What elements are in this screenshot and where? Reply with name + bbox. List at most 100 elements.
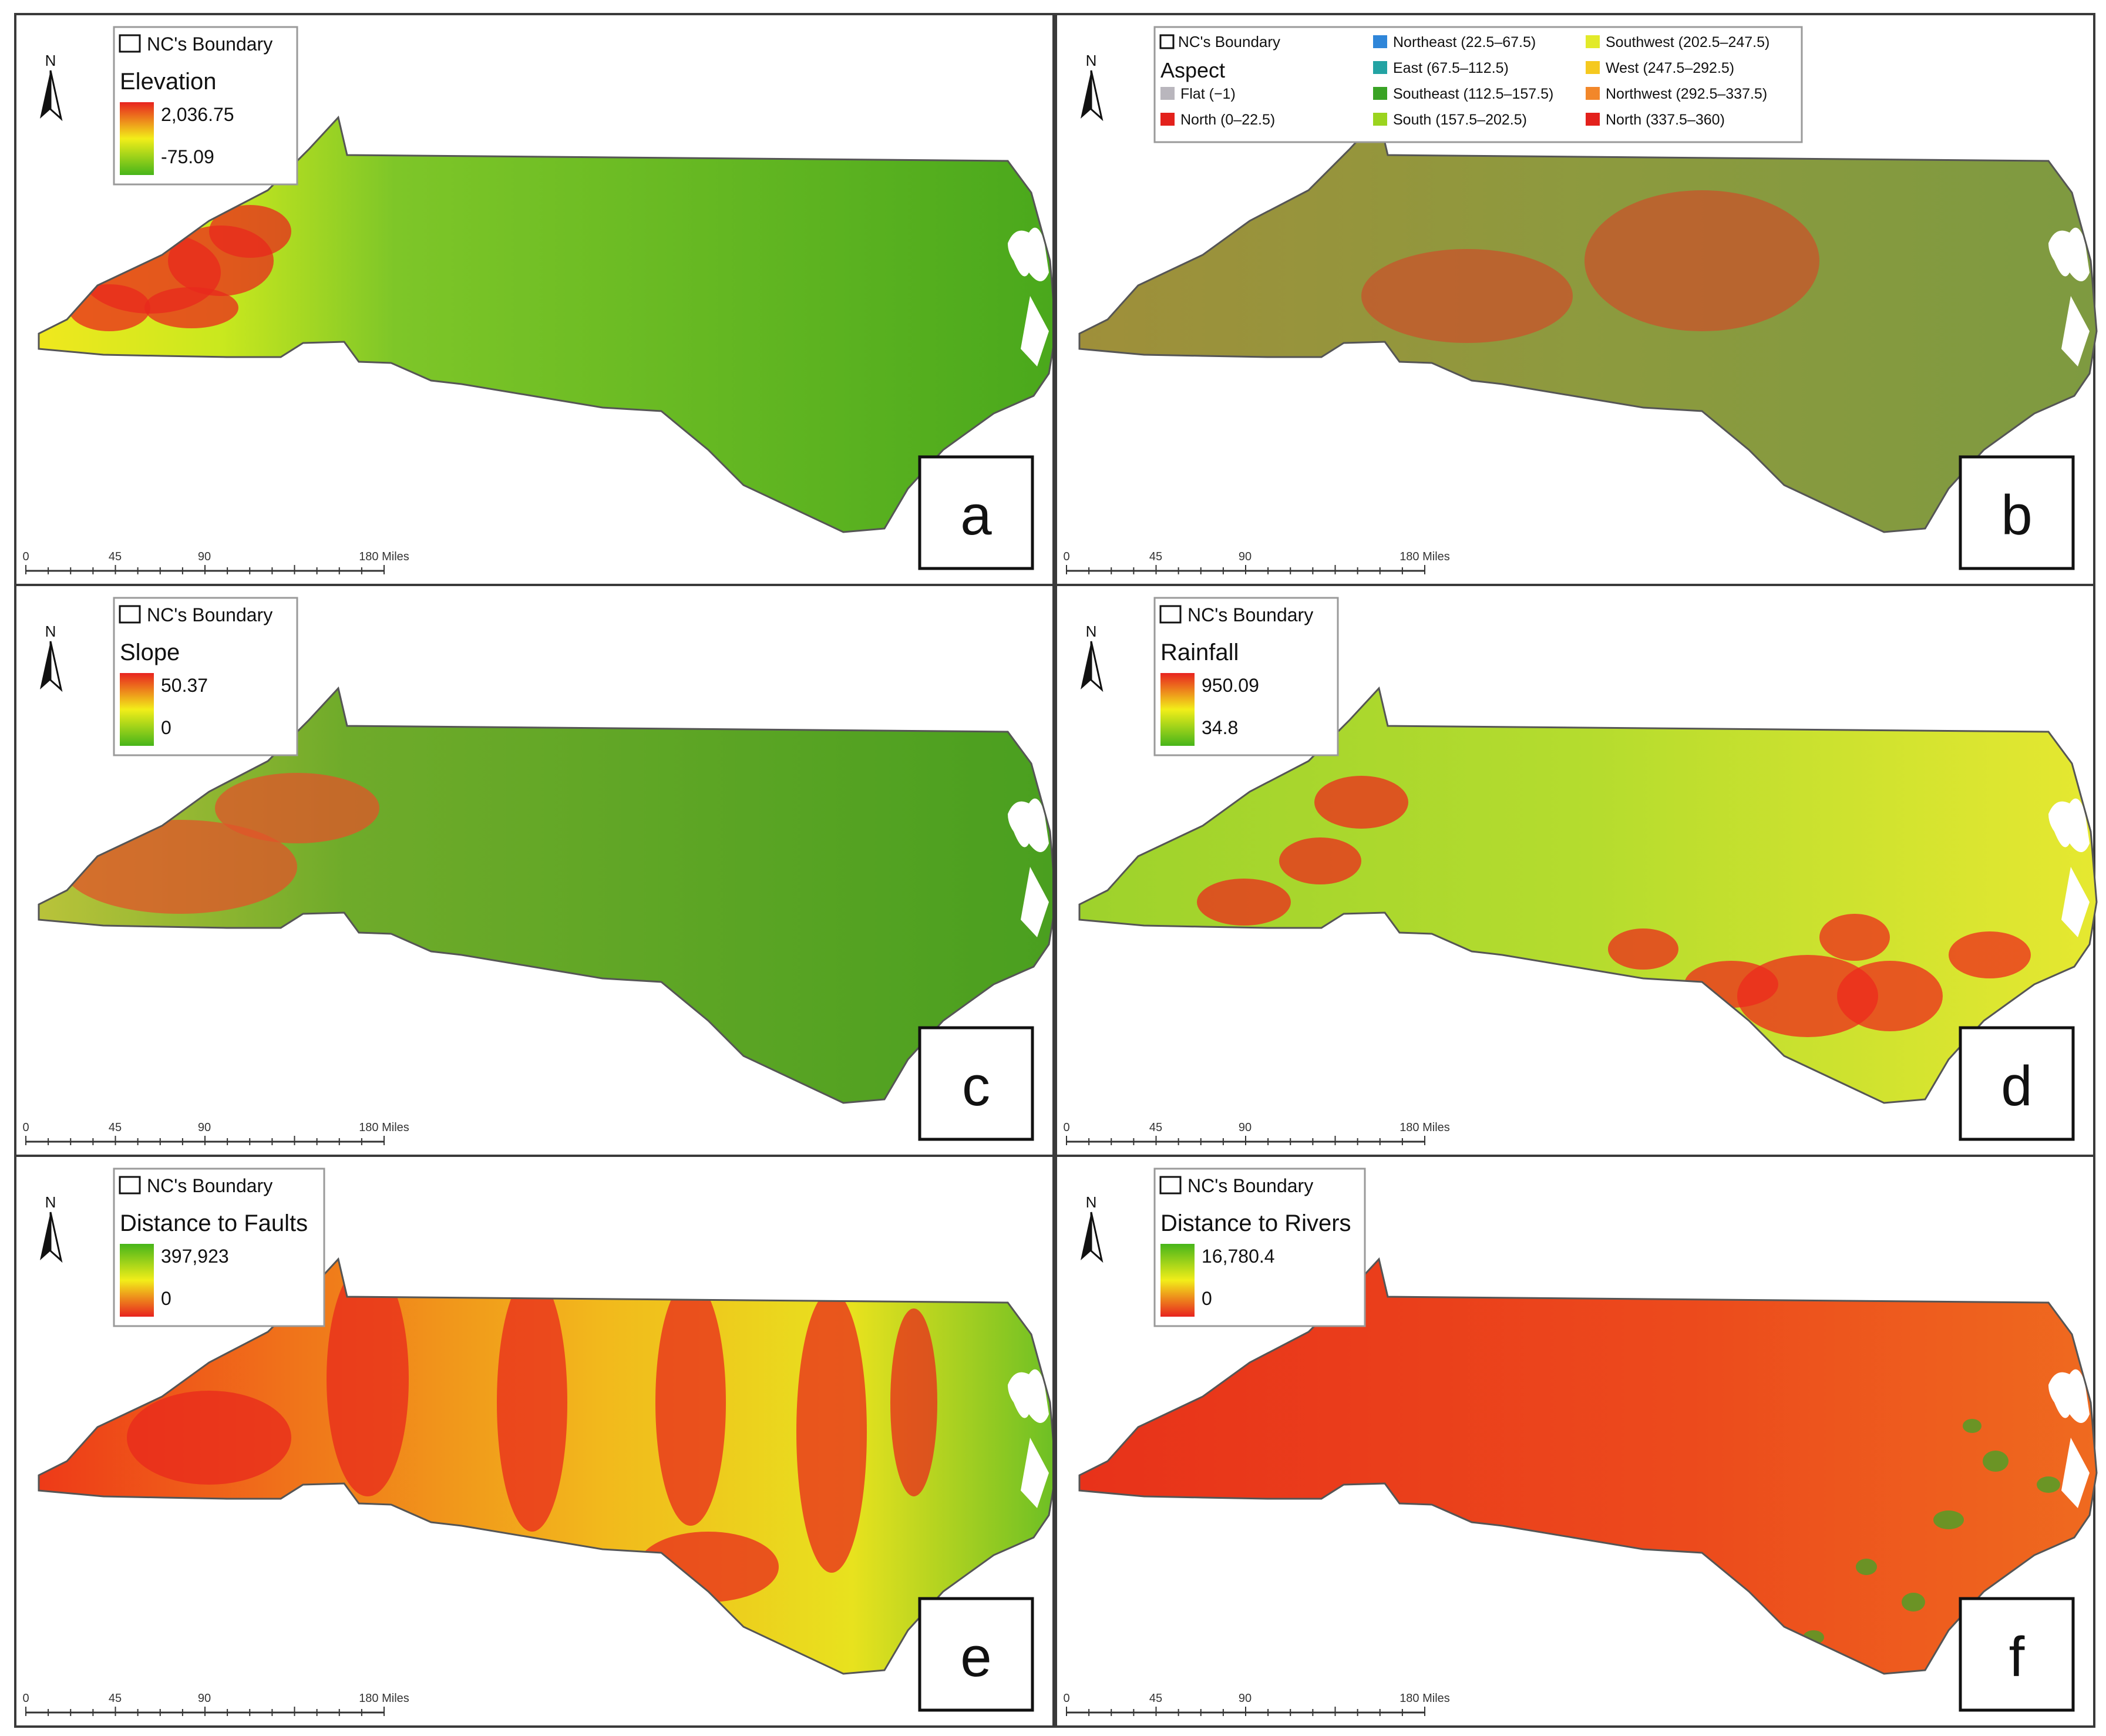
svg-text:N: N [1086, 52, 1097, 69]
boundary-label: NC's Boundary [1187, 1175, 1313, 1196]
panel-letter-box: f [1959, 1597, 2075, 1712]
north-arrow-icon: N [1081, 623, 1104, 692]
sound-water [1008, 227, 1049, 366]
scale-bar: 0 45 90 180 Miles [1063, 550, 1450, 574]
aspect-class-label: North (0–22.5) [1180, 112, 1275, 128]
boundary-label: NC's Boundary [1178, 33, 1280, 51]
panel-letter: f [2009, 1626, 2025, 1688]
scale-bar: 0 45 90 180 Miles [22, 550, 409, 574]
north-arrow-icon: N [40, 623, 63, 692]
map-e [38, 1257, 1057, 1675]
boundary-swatch [119, 34, 141, 53]
hotspot [1608, 928, 1678, 970]
scale-label: 45 [109, 1692, 122, 1705]
scale-label: 45 [109, 1121, 122, 1134]
sound-water [2048, 227, 2090, 366]
hotspot [1902, 1593, 1925, 1611]
boundary-swatch [1159, 34, 1175, 49]
hotspot [1856, 1559, 1877, 1575]
layer-title: Aspect [1160, 58, 1225, 82]
boundary-swatch [119, 605, 141, 624]
aspect-class-swatch [1586, 113, 1600, 126]
layer-title: Rainfall [1160, 640, 1239, 665]
aspect-class-label: Southeast (112.5–157.5) [1393, 86, 1553, 102]
hotspot [1949, 931, 2031, 978]
scale-label: 45 [1149, 1121, 1162, 1134]
hotspot [2037, 1476, 2060, 1493]
ramp-max-label: 2,036.75 [161, 104, 234, 125]
north-arrow-icon: N [1081, 1193, 1104, 1263]
aspect-class-swatch [1586, 87, 1600, 100]
boundary-swatch [1159, 605, 1182, 624]
legend: NC's Boundary Elevation 2,036.75 -75.09 [113, 26, 298, 186]
scale-label: 0 [22, 1121, 29, 1134]
raster-hotspots [1197, 776, 2031, 1037]
ramp-min-label: 0 [161, 1288, 171, 1309]
sound-water [2048, 1369, 2090, 1508]
hotspot [497, 1273, 567, 1532]
color-ramp [1160, 673, 1195, 746]
hotspot [144, 287, 238, 328]
hotspot [127, 1391, 291, 1485]
scale-bar: 0 45 90 180 Miles [22, 1121, 409, 1145]
hotspot [796, 1291, 867, 1573]
aspect-class-swatch [1586, 35, 1600, 48]
ramp-min-label: 0 [161, 717, 171, 738]
scale-label: 45 [1149, 1692, 1162, 1705]
boundary-label: NC's Boundary [147, 33, 272, 55]
panel-e: N NC's Boundary Distance to Faults 397,923 0… [14, 1155, 1057, 1728]
hotspot [1963, 1419, 1981, 1433]
boundary-label: NC's Boundary [1187, 604, 1313, 625]
panel-letter: b [2001, 484, 2032, 547]
raster-hotspots [1361, 190, 1819, 343]
scale-label: 180 Miles [1399, 1121, 1450, 1134]
svg-text:N: N [1086, 623, 1097, 640]
aspect-class-swatch [1373, 113, 1387, 126]
panel-b: N NC's Boundary Aspect Flat (−1) North (0–22… [1055, 13, 2098, 586]
aspect-class-label: East (67.5–112.5) [1393, 60, 1509, 76]
scale-label: 0 [1063, 1121, 1069, 1134]
scale-label: 180 Miles [359, 1692, 409, 1705]
ramp-min-label: -75.09 [161, 146, 214, 167]
boundary-label: NC's Boundary [147, 604, 272, 625]
scale-label: 90 [1239, 1121, 1252, 1134]
aspect-class-label: North (337.5–360) [1606, 112, 1725, 128]
scale-label: 180 Miles [1399, 1692, 1450, 1705]
scale-label: 90 [1239, 550, 1252, 563]
hotspot [1837, 961, 1943, 1031]
ramp-max-label: 397,923 [161, 1246, 229, 1267]
panel-letter: a [960, 484, 992, 547]
color-ramp [120, 673, 154, 746]
map-b [1078, 115, 2098, 533]
panel-letter: e [960, 1626, 991, 1688]
state-raster [1079, 1259, 2097, 1674]
legend: NC's Boundary Distance to Rivers 16,780.4 0 [1153, 1168, 1366, 1327]
hotspot [655, 1279, 726, 1526]
aspect-class-label: Northwest (292.5–337.5) [1606, 86, 1767, 102]
aspect-class-label: South (157.5–202.5) [1393, 112, 1527, 128]
sound-water [1008, 1369, 1049, 1508]
svg-text:N: N [45, 1193, 56, 1211]
panel-letter-box: c [918, 1026, 1034, 1141]
hotspot [1933, 1510, 1964, 1529]
hotspot [890, 1308, 937, 1496]
scale-label: 0 [22, 550, 29, 563]
ramp-max-label: 16,780.4 [1202, 1246, 1275, 1267]
aspect-class-swatch [1373, 61, 1387, 74]
aspect-class-swatch [1160, 113, 1175, 126]
hotspot [1197, 879, 1291, 926]
aspect-class-swatch [1586, 61, 1600, 74]
legend: NC's Boundary Aspect Flat (−1) North (0–22.… [1153, 26, 1803, 143]
legend: NC's Boundary Rainfall 950.09 34.8 [1153, 597, 1339, 756]
aspect-class-swatch [1373, 87, 1387, 100]
scale-label: 180 Miles [359, 550, 409, 563]
scale-label: 45 [109, 550, 122, 563]
scale-label: 90 [198, 1692, 211, 1705]
map-f [1078, 1257, 2098, 1675]
sound-water [1008, 798, 1049, 937]
scale-label: 90 [198, 1121, 211, 1134]
hotspot [1584, 190, 1819, 331]
hotspot [327, 1261, 409, 1496]
letter-frame [918, 455, 1034, 570]
